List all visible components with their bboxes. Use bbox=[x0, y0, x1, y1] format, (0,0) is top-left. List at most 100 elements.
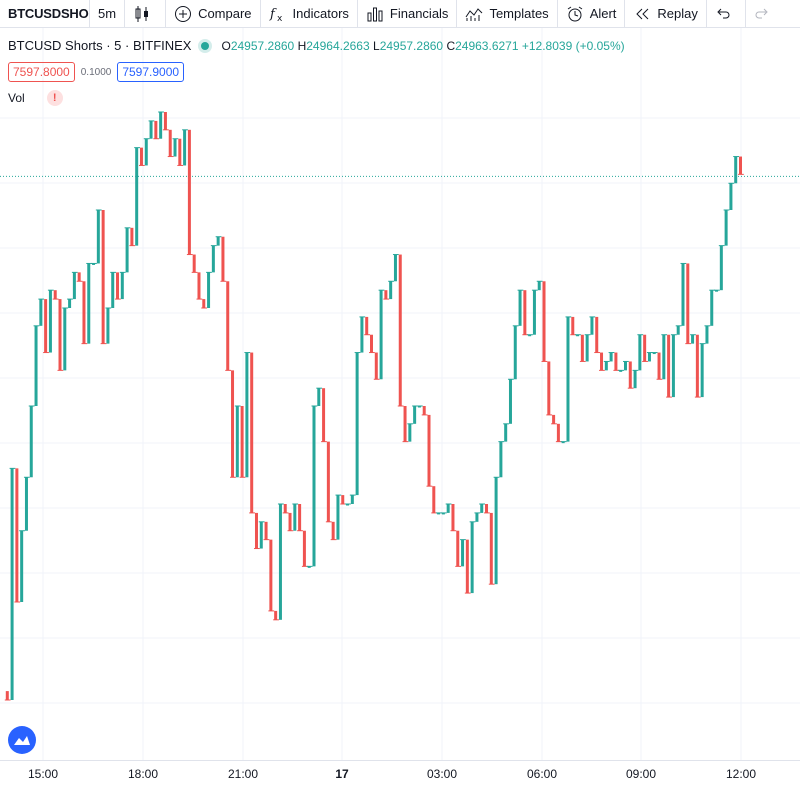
candle bbox=[111, 272, 115, 308]
chart-type-button[interactable] bbox=[125, 0, 167, 28]
candle bbox=[456, 530, 460, 567]
compare-label: Compare bbox=[198, 6, 252, 21]
warning-icon[interactable]: ! bbox=[46, 90, 63, 106]
alarm-clock-icon bbox=[567, 6, 582, 21]
candle bbox=[441, 512, 445, 515]
market-status-dot bbox=[201, 41, 210, 50]
candle bbox=[283, 504, 287, 513]
time-tick-label: 21:00 bbox=[227, 767, 259, 781]
time-axis[interactable]: 15:00 18:00 21:00 17 03:00 06:00 09:00 12:00 bbox=[0, 760, 800, 790]
candle bbox=[408, 423, 412, 442]
candle bbox=[671, 334, 675, 398]
candle bbox=[355, 352, 359, 496]
candle bbox=[595, 316, 599, 353]
candle bbox=[163, 112, 167, 130]
candle bbox=[542, 281, 546, 362]
candle bbox=[302, 530, 306, 567]
candle bbox=[58, 299, 62, 371]
candle bbox=[422, 406, 426, 415]
candles-icon bbox=[135, 5, 149, 22]
sell-button[interactable]: 7597.8000 bbox=[8, 62, 75, 82]
candle bbox=[245, 352, 249, 478]
templates-label: Templates bbox=[489, 6, 549, 21]
candle bbox=[427, 414, 431, 487]
tradingview-logo[interactable] bbox=[8, 726, 36, 754]
candle bbox=[398, 254, 402, 406]
compare-button[interactable]: Compare bbox=[166, 0, 261, 28]
candle bbox=[686, 263, 690, 344]
candle bbox=[504, 423, 508, 442]
candle bbox=[211, 245, 215, 273]
candle bbox=[614, 352, 618, 371]
time-tick-label: 15:00 bbox=[27, 767, 59, 781]
candle bbox=[207, 272, 211, 308]
candle bbox=[446, 504, 450, 513]
redo-button[interactable] bbox=[746, 0, 784, 28]
candle bbox=[144, 138, 148, 166]
symbol-label: BTCUSDSHORTS bbox=[8, 6, 89, 21]
candle bbox=[571, 316, 575, 335]
candle bbox=[494, 477, 498, 585]
candle bbox=[360, 316, 364, 353]
high-value: 24964.2663 bbox=[306, 38, 370, 53]
candle bbox=[221, 236, 225, 282]
candle bbox=[547, 361, 551, 415]
candle bbox=[729, 183, 733, 210]
templates-button[interactable]: Templates bbox=[457, 0, 558, 28]
buy-button[interactable]: 7597.9000 bbox=[117, 62, 185, 82]
price-chart[interactable] bbox=[0, 28, 800, 760]
alert-button[interactable]: Alert bbox=[558, 0, 626, 28]
close-value: 24963.6271 bbox=[455, 38, 519, 53]
top-toolbar: BTCUSDSHORTS 5m Compare fx Indicators Fi… bbox=[0, 0, 800, 28]
candle bbox=[331, 521, 335, 540]
candle bbox=[226, 281, 230, 371]
candle bbox=[216, 236, 220, 246]
candle bbox=[5, 691, 9, 700]
legend-title: BTCUSD Shorts · 5 · BITFINEX bbox=[8, 38, 192, 53]
candle bbox=[485, 504, 489, 513]
candle bbox=[24, 477, 28, 531]
undo-button[interactable] bbox=[707, 0, 746, 28]
candle bbox=[499, 441, 503, 478]
candle bbox=[676, 325, 680, 335]
candle bbox=[667, 334, 671, 398]
trade-panel: 7597.8000 0.1000 7597.9000 bbox=[8, 62, 185, 82]
candle bbox=[326, 441, 330, 522]
interval-button[interactable]: 5m bbox=[90, 0, 126, 28]
candle bbox=[705, 325, 709, 344]
interval-label: 5m bbox=[98, 6, 117, 21]
time-tick-label: 06:00 bbox=[526, 767, 558, 781]
financials-button[interactable]: Financials bbox=[358, 0, 458, 28]
candle bbox=[269, 539, 273, 611]
candle bbox=[437, 512, 441, 515]
candle bbox=[336, 495, 340, 540]
high-label: H bbox=[297, 38, 307, 53]
candle bbox=[48, 290, 52, 353]
candle bbox=[139, 147, 143, 166]
candle bbox=[240, 406, 244, 478]
replay-label: Replay bbox=[657, 6, 698, 21]
undo-icon bbox=[717, 8, 730, 18]
candle bbox=[580, 334, 584, 362]
candle bbox=[307, 566, 311, 568]
symbol-search[interactable]: BTCUSDSHORTS bbox=[0, 0, 90, 28]
candle bbox=[298, 504, 302, 531]
replay-button[interactable]: Replay bbox=[625, 0, 707, 28]
candle bbox=[350, 495, 354, 504]
volume-label: Vol bbox=[8, 91, 25, 105]
candle bbox=[15, 468, 19, 602]
candle bbox=[619, 370, 623, 372]
candle bbox=[116, 272, 120, 300]
candle bbox=[341, 495, 345, 504]
financials-label: Financials bbox=[389, 6, 449, 21]
candle bbox=[288, 512, 292, 531]
candle bbox=[609, 352, 613, 362]
candle bbox=[403, 406, 407, 442]
candle bbox=[20, 530, 24, 602]
rewind-icon bbox=[636, 8, 649, 19]
candle bbox=[106, 308, 110, 344]
candle bbox=[374, 352, 378, 380]
candle bbox=[77, 272, 81, 282]
candle bbox=[365, 316, 369, 335]
